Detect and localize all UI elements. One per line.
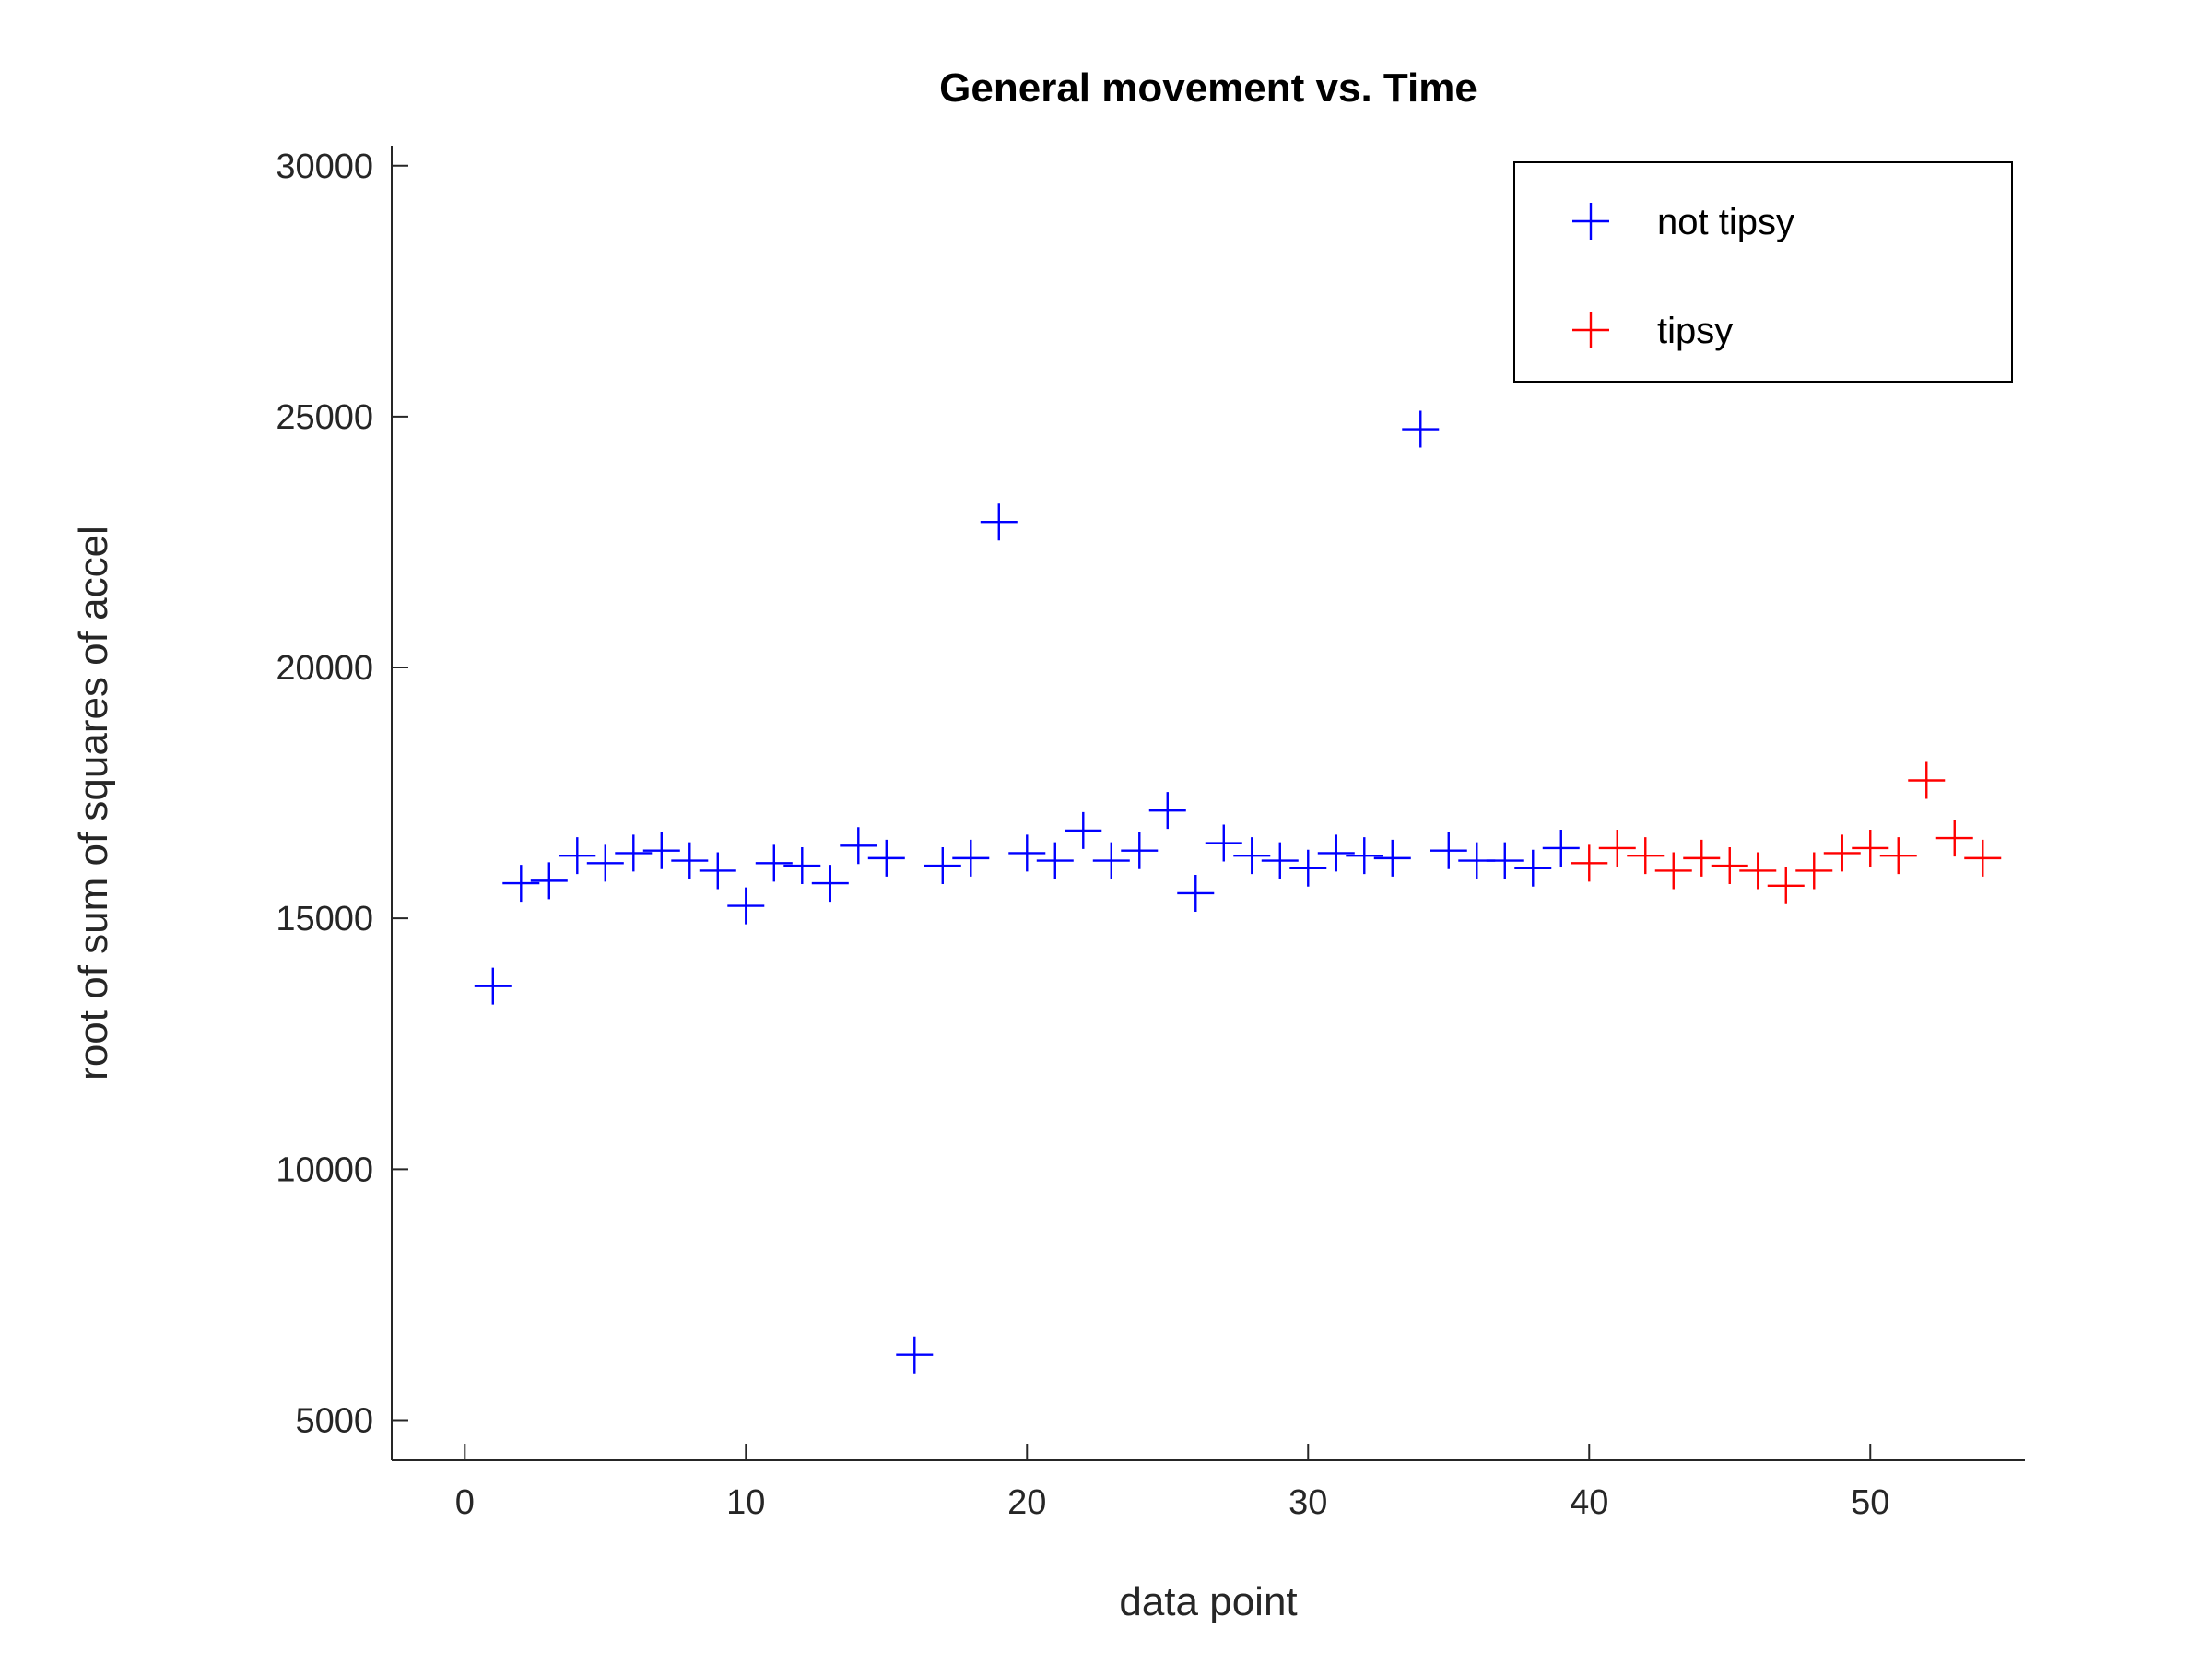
chart-title: General movement vs. Time: [939, 65, 1477, 111]
legend-label: tipsy: [1657, 311, 1733, 351]
data-point: [615, 834, 653, 872]
data-point: [1542, 829, 1580, 867]
data-point: [1795, 852, 1833, 890]
data-point: [1036, 842, 1074, 879]
data-point: [1739, 852, 1777, 890]
x-tick-label: 20: [1007, 1483, 1046, 1522]
data-point: [530, 862, 568, 900]
data-point: [1571, 844, 1608, 882]
data-point: [1654, 852, 1692, 890]
data-point: [1317, 834, 1355, 872]
y-tick-label: 15000: [276, 900, 373, 938]
data-point: [1879, 837, 1917, 875]
legend-label: not tipsy: [1657, 202, 1794, 242]
legend-marker: [1572, 203, 1609, 240]
data-point: [952, 839, 990, 877]
y-axis-label: root of sum of squares of accel: [71, 525, 116, 1080]
data-point: [586, 844, 624, 882]
data-point: [1289, 849, 1327, 887]
x-tick-label: 50: [1851, 1483, 1889, 1522]
data-point: [1008, 834, 1046, 872]
y-tick-label: 10000: [276, 1151, 373, 1189]
x-ticks: 0 10 20 30 40 50: [455, 1444, 1889, 1522]
data-point: [840, 827, 877, 865]
data-point: [1514, 849, 1552, 887]
data-point: [1205, 824, 1242, 862]
data-point: [1627, 837, 1665, 875]
data-point: [1373, 839, 1411, 877]
data-point: [1823, 834, 1861, 872]
y-tick-label: 20000: [276, 649, 373, 688]
data-point: [642, 832, 680, 869]
y-ticks: 5000 10000 15000 20000 25000 30000: [276, 148, 408, 1440]
data-point: [1486, 842, 1524, 879]
data-point: [1121, 832, 1159, 869]
data-point: [1261, 842, 1299, 879]
data-point: [559, 837, 596, 875]
x-tick-label: 40: [1570, 1483, 1608, 1522]
y-tick-label: 30000: [276, 148, 373, 186]
data-point: [896, 1336, 934, 1374]
data-point: [811, 865, 849, 903]
data-point: [671, 842, 709, 879]
data-point: [1065, 811, 1102, 849]
data-point: [783, 847, 821, 885]
data-point: [1346, 837, 1383, 875]
data-point: [867, 839, 905, 877]
series-tipsy: [1571, 761, 2002, 904]
y-tick-label: 5000: [295, 1401, 373, 1440]
series-not-tipsy: [474, 410, 1580, 1374]
data-point: [727, 887, 765, 925]
data-point: [699, 852, 736, 890]
data-point: [924, 847, 961, 885]
legend-entries: not tipsy tipsy: [1572, 202, 1794, 351]
data-point: [1148, 792, 1186, 830]
x-axis-label: data point: [1119, 1579, 1297, 1624]
data-point: [474, 967, 512, 1005]
data-markers: [474, 410, 2002, 1374]
x-tick-label: 10: [726, 1483, 765, 1522]
data-point: [1092, 842, 1130, 879]
data-point: [1964, 839, 2002, 877]
legend: not tipsy tipsy: [1513, 161, 2013, 383]
data-point: [1711, 847, 1748, 885]
y-tick-label: 25000: [276, 398, 373, 437]
data-point: [755, 844, 793, 882]
data-point: [1402, 410, 1440, 448]
data-point: [1936, 820, 1973, 857]
data-point: [1233, 837, 1271, 875]
data-point: [1767, 867, 1805, 904]
legend-box: [1513, 161, 2013, 383]
data-point: [1852, 829, 1889, 867]
data-point: [1598, 829, 1636, 867]
legend-marker: [1572, 312, 1609, 348]
data-point: [1908, 761, 1946, 799]
data-point: [502, 865, 540, 903]
x-tick-label: 0: [455, 1483, 475, 1522]
data-point: [980, 503, 1018, 541]
x-tick-label: 30: [1288, 1483, 1327, 1522]
data-point: [1177, 874, 1215, 912]
data-point: [1683, 839, 1721, 877]
data-point: [1430, 832, 1467, 869]
